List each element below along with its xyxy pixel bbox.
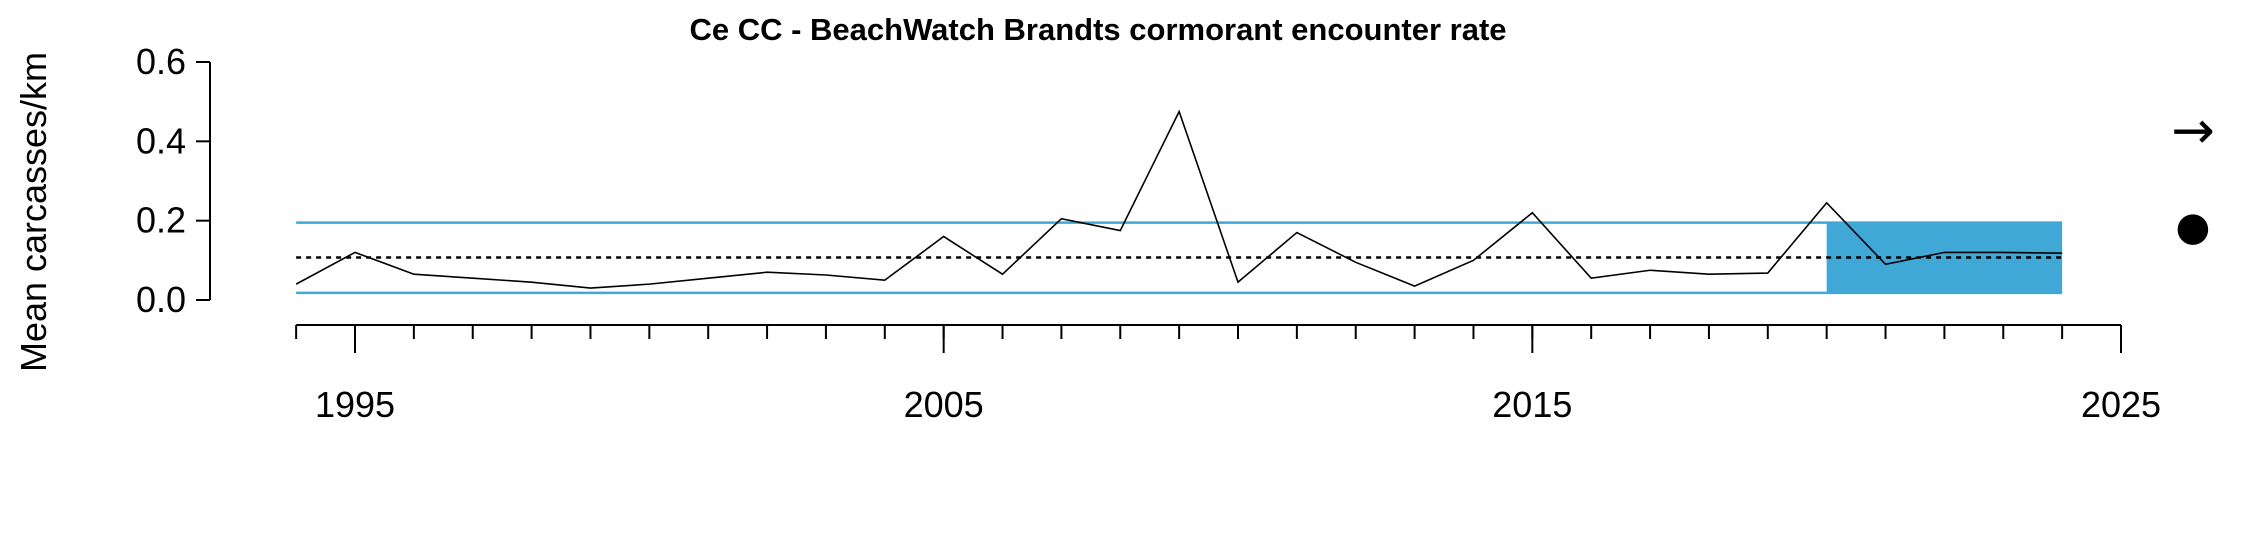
y-tick-label: 0.4 — [136, 120, 186, 161]
plot-area: 0.0 0.2 0.4 0.6 1995 2005 2015 2025 — [136, 41, 2161, 425]
x-tick-label: 2015 — [1492, 384, 1572, 425]
y-tick-label: 0.6 — [136, 41, 186, 82]
trend-arrow-icon: → — [2171, 101, 2215, 161]
y-tick-label: 0.2 — [136, 200, 186, 241]
y-tick-label: 0.0 — [136, 279, 186, 320]
y-axis-title: Mean carcasses/km — [13, 52, 54, 372]
x-tick-label: 2005 — [904, 384, 984, 425]
chart-title: Ce CC - BeachWatch Brandts cormorant enc… — [689, 12, 1506, 47]
series-line — [295, 109, 2063, 289]
mean-dot-icon: ● — [2176, 204, 2211, 250]
highlight-region — [1826, 222, 2063, 293]
x-tick-label: 1995 — [315, 384, 395, 425]
x-tick-label: 2025 — [2081, 384, 2161, 425]
